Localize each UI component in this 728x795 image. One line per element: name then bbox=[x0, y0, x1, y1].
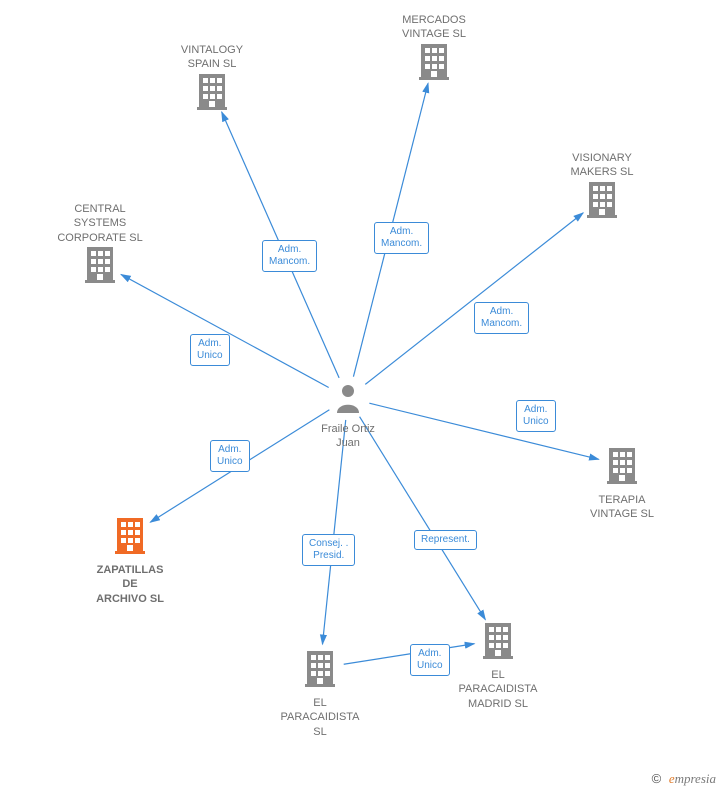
building-icon bbox=[113, 516, 147, 559]
company-node-visionary: VISIONARY MAKERS SL bbox=[542, 147, 662, 223]
building-icon bbox=[303, 649, 337, 692]
footer-credit: © empresia bbox=[652, 771, 716, 787]
company-label: MERCADOS VINTAGE SL bbox=[374, 13, 494, 42]
company-label: VINTALOGY SPAIN SL bbox=[152, 43, 272, 72]
brand-rest: mpresia bbox=[675, 771, 716, 786]
company-node-vintalogy: VINTALOGY SPAIN SL bbox=[152, 39, 272, 115]
company-node-central: CENTRAL SYSTEMS CORPORATE SL bbox=[40, 198, 160, 288]
company-label: EL PARACAIDISTA SL bbox=[260, 696, 380, 739]
center-person-node: Fraile Ortiz Juan bbox=[298, 383, 398, 451]
building-icon bbox=[585, 180, 619, 223]
copyright-symbol: © bbox=[652, 771, 662, 786]
edge-label: Adm. Mancom. bbox=[474, 302, 529, 334]
edge-label: Adm. Unico bbox=[190, 334, 230, 366]
building-icon bbox=[83, 245, 117, 288]
edge-label: Adm. Unico bbox=[516, 400, 556, 432]
edge-line bbox=[322, 420, 345, 644]
company-label: TERAPIA VINTAGE SL bbox=[562, 493, 682, 522]
company-node-mercados: MERCADOS VINTAGE SL bbox=[374, 9, 494, 85]
person-icon bbox=[335, 383, 361, 418]
building-icon bbox=[195, 72, 229, 115]
edge-label: Represent. bbox=[414, 530, 477, 550]
company-label: EL PARACAIDISTA MADRID SL bbox=[438, 668, 558, 711]
edge-label: Adm. Unico bbox=[410, 644, 450, 676]
building-icon bbox=[481, 621, 515, 664]
center-person-label: Fraile Ortiz Juan bbox=[298, 422, 398, 451]
edge-label: Adm. Unico bbox=[210, 440, 250, 472]
company-label: VISIONARY MAKERS SL bbox=[542, 151, 662, 180]
company-label: CENTRAL SYSTEMS CORPORATE SL bbox=[40, 202, 160, 245]
company-node-paracaidistam: EL PARACAIDISTA MADRID SL bbox=[438, 621, 558, 711]
building-icon bbox=[605, 446, 639, 489]
company-node-zapatillas: ZAPATILLAS DE ARCHIVO SL bbox=[70, 516, 190, 606]
edge-label: Consej. . Presid. bbox=[302, 534, 355, 566]
company-label: ZAPATILLAS DE ARCHIVO SL bbox=[70, 563, 190, 606]
edge-label: Adm. Mancom. bbox=[262, 240, 317, 272]
company-node-paracaidista: EL PARACAIDISTA SL bbox=[260, 649, 380, 739]
company-node-terapia: TERAPIA VINTAGE SL bbox=[562, 446, 682, 522]
building-icon bbox=[417, 42, 451, 85]
edge-label: Adm. Mancom. bbox=[374, 222, 429, 254]
network-diagram: Fraile Ortiz Juan VINTALOGY SPAIN SL MERC… bbox=[0, 0, 728, 795]
edge-line bbox=[121, 274, 329, 387]
